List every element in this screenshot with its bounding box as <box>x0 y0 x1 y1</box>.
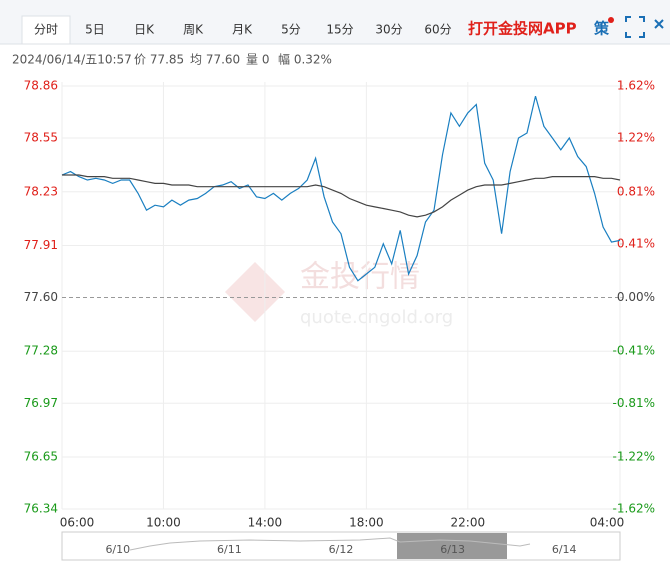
y2-tick-label: -1.22% <box>613 449 655 463</box>
tab[interactable]: 月K <box>232 23 253 37</box>
x-tick-label: 22:00 <box>451 516 486 530</box>
tab[interactable]: 15分 <box>326 23 353 37</box>
toolbar-bg <box>0 0 670 44</box>
navigator-date: 6/11 <box>217 543 242 556</box>
y-tick-label: 76.97 <box>24 396 58 410</box>
tab[interactable]: 5日 <box>85 23 105 37</box>
info-datetime: 2024/06/14/五10:57 <box>12 53 132 67</box>
x-tick-label: 06:00 <box>60 516 95 530</box>
fullscreen-icon[interactable] <box>625 16 645 38</box>
y-tick-label: 77.28 <box>24 344 58 358</box>
strategy-icon[interactable]: 策 <box>593 20 610 38</box>
y2-tick-label: -0.81% <box>613 396 655 410</box>
tab[interactable]: 5分 <box>281 23 301 37</box>
tab[interactable]: 日K <box>134 23 155 37</box>
x-tick-label: 10:00 <box>146 516 181 530</box>
watermark-title: 金投行情 <box>300 260 420 295</box>
y-tick-label: 78.86 <box>24 79 58 93</box>
navigator-date: 6/12 <box>329 543 354 556</box>
tab[interactable]: 30分 <box>375 23 402 37</box>
app-promo[interactable]: 打开金投网APP <box>468 20 577 38</box>
y2-tick-label: 0.00% <box>617 290 655 304</box>
y2-tick-label: 1.22% <box>617 131 655 145</box>
navigator-selection[interactable] <box>397 533 507 559</box>
y2-tick-label: -0.41% <box>613 344 655 358</box>
tab[interactable]: 60分 <box>424 23 451 37</box>
navigator-date: 6/13 <box>440 543 465 556</box>
y2-tick-label: 0.81% <box>617 184 655 198</box>
y-tick-label: 76.65 <box>24 449 58 463</box>
navigator-line <box>129 537 531 551</box>
info-price: 价 77.85 <box>134 53 184 67</box>
y2-tick-label: 0.41% <box>617 236 655 250</box>
y2-tick-label: 1.62% <box>617 79 655 93</box>
y2-tick-label: -1.62% <box>613 502 655 516</box>
x-tick-label: 14:00 <box>248 516 283 530</box>
active-tab-bg <box>21 15 71 45</box>
price-line <box>61 95 621 282</box>
info-average: 均 77.60 <box>190 53 240 67</box>
badge <box>608 17 614 23</box>
x-tick-label: 04:00 <box>590 516 625 530</box>
y-tick-label: 77.91 <box>24 238 58 252</box>
navigator-date: 6/14 <box>552 543 577 556</box>
tab[interactable]: 周K <box>183 23 204 37</box>
watermark-logo <box>225 262 285 322</box>
y-tick-label: 77.60 <box>24 290 58 304</box>
info-volume: 量 0 <box>246 53 269 67</box>
info-change: 幅 0.32% <box>278 52 332 67</box>
y-tick-label: 78.23 <box>24 184 58 198</box>
watermark: 金投行情 quote.cngold.org <box>225 260 453 328</box>
close-icon[interactable] <box>654 19 664 29</box>
tab[interactable]: 分时 <box>34 23 58 37</box>
watermark-url: quote.cngold.org <box>300 307 453 328</box>
navigator[interactable] <box>61 531 621 561</box>
navigator-date: 6/10 <box>105 543 130 556</box>
x-tick-label: 18:00 <box>349 516 384 530</box>
average-line <box>62 174 621 218</box>
y-tick-label: 78.55 <box>24 131 58 145</box>
y-tick-label: 76.34 <box>24 502 58 516</box>
